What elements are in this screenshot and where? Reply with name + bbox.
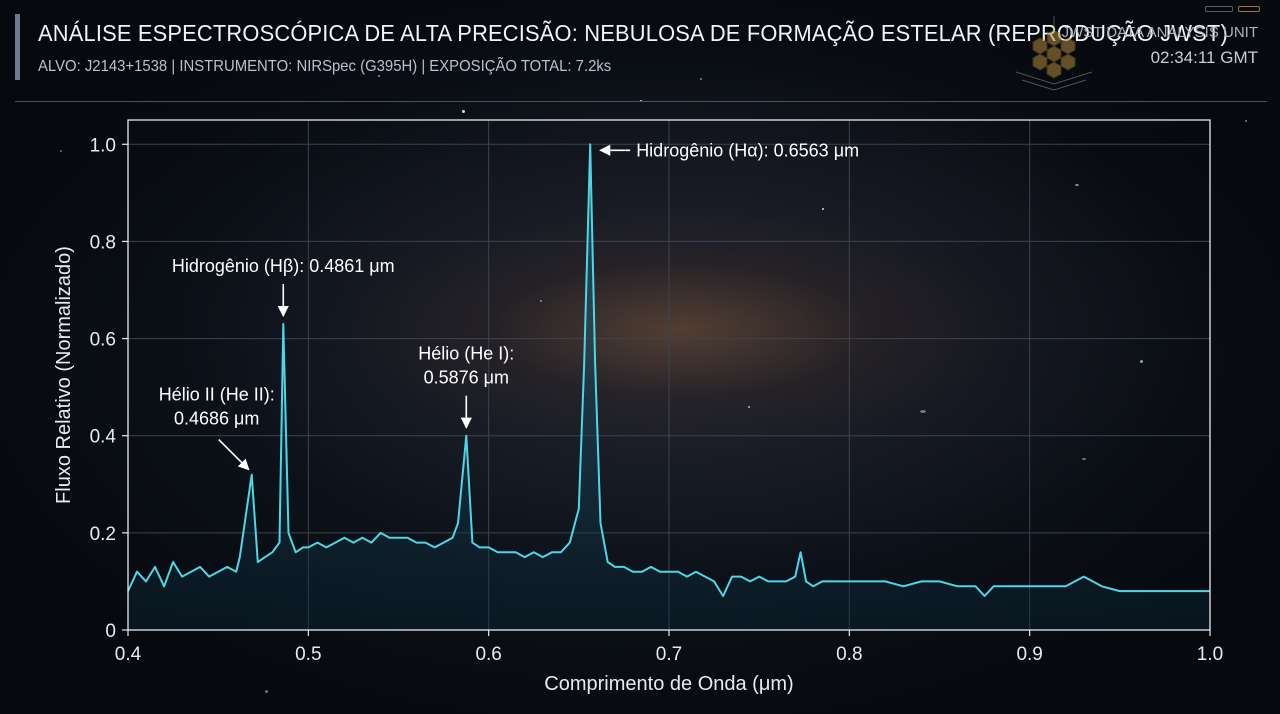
spectrum-area-fill: [128, 144, 1210, 631]
annotation-3: Hélio II (He II): 0.4686 μm: [159, 385, 275, 471]
x-tick-label: 0.9: [1016, 644, 1042, 665]
page-title: ANÁLISE ESPECTROSCÓPICA DE ALTA PRECISÃO…: [38, 20, 1228, 46]
jwst-mirror-logo-icon: [1015, 16, 1093, 91]
annotation-label: Hidrogênio (Hα): 0.6563 μm: [636, 140, 859, 160]
header-divider: [15, 101, 1267, 102]
axis-ticks: 0.4 0.5 0.6 0.7 0.8 0.9 1.0 0 0.2 0.4 0.6 0.8 1.0: [90, 135, 1224, 665]
annotation-label: Hidrogênio (Hβ): 0.4861 μm: [172, 256, 395, 276]
clock-readout: 02:34:11 GMT: [1150, 48, 1258, 67]
unit-label: JWST DATA ANALYSIS UNIT: [1061, 24, 1258, 41]
annotation-0: Hidrogênio (Hα): 0.6563 μm: [599, 140, 859, 160]
annotation-label: Hélio (He I):: [418, 344, 514, 364]
annotation-2: Hélio (He I): 0.5876 μm: [418, 344, 514, 429]
minimize-control[interactable]: [1205, 6, 1233, 12]
x-tick-label: 0.4: [115, 644, 142, 665]
maximize-control[interactable]: [1238, 6, 1260, 12]
x-tick-label: 0.5: [295, 644, 321, 665]
x-tick-label: 1.0: [1197, 644, 1223, 665]
header-accent-bar: [15, 14, 20, 80]
x-tick-label: 0.8: [836, 644, 862, 665]
annotation-arrow: [218, 439, 250, 471]
annotations: Hidrogênio (Hα): 0.6563 μm Hidrogênio (Hβ…: [159, 140, 859, 471]
x-tick-label: 0.6: [475, 644, 501, 665]
spectrum-series-line: [127, 143, 1210, 597]
y-tick-label: 0.8: [90, 232, 116, 253]
y-axis-label: Fluxo Relativo (Normalizado): [53, 246, 75, 504]
x-tick-label: 0.7: [656, 644, 682, 665]
y-tick-label: 0.4: [90, 427, 117, 448]
annotation-label: 0.4686 μm: [174, 409, 259, 429]
annotation-1: Hidrogênio (Hβ): 0.4861 μm: [172, 256, 395, 318]
annotation-label: Hélio II (He II):: [159, 385, 275, 405]
annotation-label: 0.5876 μm: [424, 368, 509, 388]
y-tick-label: 0: [105, 621, 116, 642]
y-tick-label: 0.6: [90, 330, 116, 351]
x-axis-label: Comprimento de Onda (μm): [544, 673, 793, 695]
y-tick-label: 0.2: [90, 524, 116, 545]
y-tick-label: 1.0: [90, 135, 116, 156]
page-subtitle: ALVO: J2143+1538 | INSTRUMENTO: NIRSpec …: [38, 58, 612, 75]
